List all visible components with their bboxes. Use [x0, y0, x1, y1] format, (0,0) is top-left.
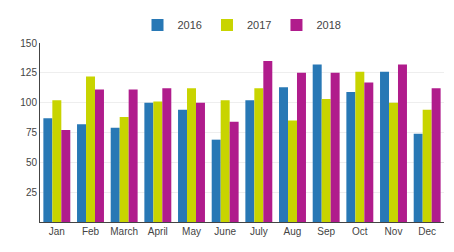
svg-text:Sep: Sep [317, 226, 335, 237]
svg-text:2016: 2016 [178, 19, 202, 31]
svg-text:150: 150 [20, 38, 37, 49]
svg-text:Feb: Feb [82, 226, 100, 237]
svg-text:Jan: Jan [49, 226, 65, 237]
svg-text:50: 50 [26, 157, 38, 168]
svg-text:April: April [148, 226, 168, 237]
svg-text:May: May [182, 226, 201, 237]
svg-text:2018: 2018 [316, 19, 340, 31]
svg-text:Dec: Dec [418, 226, 436, 237]
svg-text:125: 125 [20, 67, 37, 78]
svg-text:25: 25 [26, 187, 38, 198]
svg-text:75: 75 [26, 127, 38, 138]
svg-text:Oct: Oct [352, 226, 368, 237]
svg-text:March: March [110, 226, 138, 237]
svg-text:100: 100 [20, 97, 37, 108]
svg-text:June: June [214, 226, 236, 237]
svg-text:July: July [250, 226, 268, 237]
svg-text:Nov: Nov [385, 226, 403, 237]
svg-text:2017: 2017 [247, 19, 271, 31]
svg-text:Aug: Aug [284, 226, 302, 237]
